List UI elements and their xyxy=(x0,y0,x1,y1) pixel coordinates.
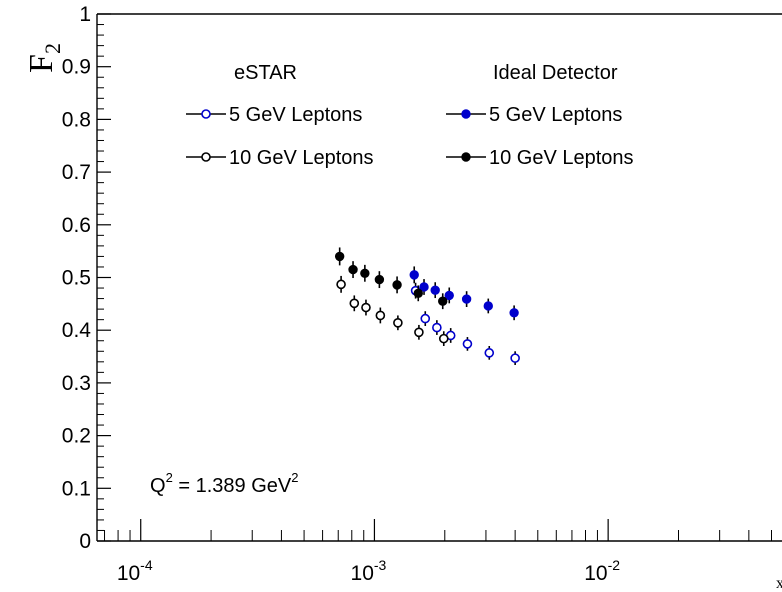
data-series xyxy=(334,247,520,365)
data-point xyxy=(483,301,493,311)
x-tick-label: 10-2 xyxy=(584,557,620,585)
y-axis: 0 0.1 0.2 0.3 0.4 0.5 0.6 0.7 0.8 0.9 1 F2 xyxy=(23,3,111,553)
data-point xyxy=(420,313,431,324)
data-point xyxy=(509,308,519,318)
x-tick-base: 10 xyxy=(584,562,607,585)
data-point xyxy=(334,251,345,262)
data-point xyxy=(419,282,429,292)
data-point xyxy=(348,264,358,275)
data-point xyxy=(430,285,440,295)
legend-header-estar: eSTAR xyxy=(234,62,297,84)
data-point xyxy=(414,327,424,338)
legend-label: 10 GeV Leptons xyxy=(229,147,374,169)
q2-annotation: Q2 = 1.389 GeV2 xyxy=(150,470,298,497)
data-point xyxy=(438,333,449,344)
x-tick-base: 10 xyxy=(351,562,374,585)
x-tick-label: 10-3 xyxy=(351,557,387,585)
data-point xyxy=(349,298,360,309)
y-tick-label: 0.3 xyxy=(62,372,91,395)
x-axis: 10-4 10-3 10-2x xyxy=(104,519,782,592)
data-point xyxy=(409,270,419,280)
y-tick-label: 0.2 xyxy=(62,425,91,448)
y-tick-label: 0.1 xyxy=(62,477,91,500)
data-point xyxy=(510,353,520,363)
legend-label: 5 GeV Leptons xyxy=(229,104,362,126)
data-point xyxy=(392,280,402,290)
data-point xyxy=(375,310,386,321)
annotation: Q2 = 1.389 GeV2 xyxy=(150,470,298,497)
data-point xyxy=(413,288,423,299)
legend-marker xyxy=(201,109,211,119)
data-point xyxy=(374,274,385,285)
y-tick-label: 0.9 xyxy=(62,56,91,79)
data-point xyxy=(461,294,472,304)
legend-entry: 5 GeV Leptons xyxy=(446,104,622,126)
data-point xyxy=(438,296,448,306)
data-point xyxy=(444,290,454,301)
y-tick-label: 0.8 xyxy=(62,108,91,131)
data-point xyxy=(462,339,473,349)
gev-exponent: 2 xyxy=(291,470,298,485)
x-axis-title: x xyxy=(776,575,782,592)
data-point xyxy=(393,318,403,328)
x-tick-label: 10-4 xyxy=(117,557,153,585)
y-axis-title: F2 xyxy=(23,43,65,73)
x-tick-exp: -4 xyxy=(140,557,153,573)
y-tick-label: 0 xyxy=(79,530,91,553)
legend-entry: 10 GeV Leptons xyxy=(186,147,374,169)
y-tick-label: 0.5 xyxy=(62,267,91,290)
data-point xyxy=(360,268,370,278)
series-ideal-5gev xyxy=(409,266,519,321)
x-tick-exp: -3 xyxy=(374,557,387,573)
data-point xyxy=(484,348,495,358)
y-axis-title-sub: 2 xyxy=(40,43,65,54)
legend-header-ideal: Ideal Detector xyxy=(493,62,618,84)
data-point xyxy=(432,322,442,333)
y-tick-label: 0.4 xyxy=(62,319,92,342)
series-estar-10gev xyxy=(336,275,449,347)
plot-frame xyxy=(96,13,782,542)
legend: eSTAR Ideal Detector 5 GeV Leptons 10 GeV L… xyxy=(186,62,634,169)
data-point xyxy=(336,279,346,290)
legend-entry: 10 GeV Leptons xyxy=(446,147,634,169)
legend-label: 10 GeV Leptons xyxy=(489,147,634,169)
y-tick-label: 0.7 xyxy=(62,161,91,184)
y-tick-label: 0.6 xyxy=(62,214,91,237)
x-tick-exp: -2 xyxy=(608,557,621,573)
legend-entry: 5 GeV Leptons xyxy=(186,104,362,126)
y-axis-title-base: F xyxy=(23,54,60,73)
legend-marker xyxy=(461,152,471,162)
legend-marker xyxy=(461,109,471,119)
q2-value: = 1.389 GeV xyxy=(173,475,292,497)
legend-marker xyxy=(201,152,211,162)
legend-label: 5 GeV Leptons xyxy=(489,104,622,126)
series-ideal-10gev xyxy=(334,247,448,310)
q2-exponent: 2 xyxy=(166,470,173,485)
q2-symbol: Q xyxy=(150,475,166,497)
y-tick-label: 1 xyxy=(79,3,91,26)
x-tick-base: 10 xyxy=(117,562,140,585)
data-point xyxy=(361,302,371,313)
